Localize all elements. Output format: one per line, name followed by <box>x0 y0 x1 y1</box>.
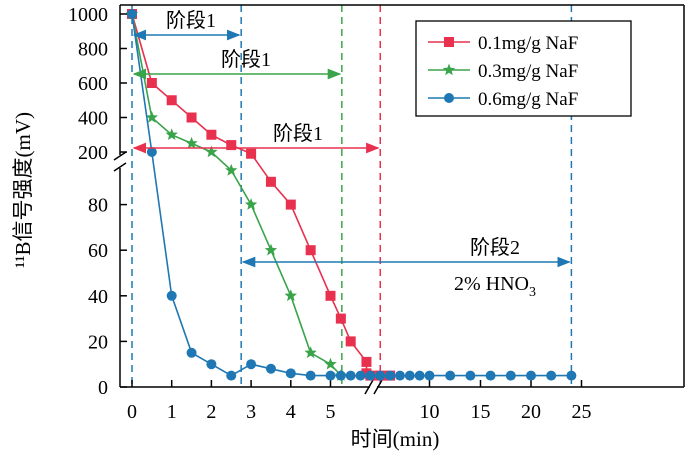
data-point <box>365 370 376 381</box>
y-tick-label: 800 <box>78 39 108 61</box>
x-tick-label: 10 <box>420 401 440 423</box>
data-point <box>526 370 536 381</box>
data-point <box>404 370 415 381</box>
data-point <box>264 243 278 256</box>
y-tick-label: 40 <box>88 286 108 308</box>
stage-label-bg <box>157 8 225 32</box>
data-point <box>465 370 476 381</box>
data-point <box>445 370 456 381</box>
data-point <box>394 370 405 381</box>
y-tick-label: 20 <box>88 331 108 353</box>
data-point <box>226 370 237 381</box>
data-point <box>375 370 386 381</box>
data-point <box>265 176 276 187</box>
x-tick-label: 25 <box>572 401 592 423</box>
x-tick-label: 1 <box>167 401 177 423</box>
y-break-mark-2 <box>113 162 127 172</box>
data-point <box>145 111 158 123</box>
y-tick-label: 600 <box>78 73 108 95</box>
data-point <box>442 63 456 76</box>
x-break-mark-1 <box>364 379 374 395</box>
data-point <box>325 370 336 381</box>
data-point <box>345 336 356 347</box>
legend-item-0: 0.1mg/g NaF <box>428 33 578 54</box>
y-tick-label: 0 <box>98 377 108 399</box>
y-tick-label: 80 <box>88 195 108 217</box>
legend-label: 0.3mg/g NaF <box>478 61 578 82</box>
data-point <box>335 313 346 324</box>
legend-item-1: 0.3mg/g NaF <box>428 61 578 82</box>
data-point <box>444 37 454 47</box>
data-point <box>206 129 217 140</box>
data-point <box>546 370 557 381</box>
data-point <box>165 128 178 140</box>
data-point <box>385 370 396 381</box>
data-point <box>246 359 257 370</box>
data-point <box>166 95 177 106</box>
series-2 <box>127 9 577 381</box>
stage-label: 阶段1 <box>166 9 216 32</box>
data-point <box>284 289 297 302</box>
data-point <box>345 370 356 381</box>
data-point <box>305 370 316 381</box>
data-point <box>485 370 496 381</box>
data-point <box>206 359 217 370</box>
axes-layer: 0 20 40 60 80 200 400 600 800 1000 0 1 2 3 4 5 10 15 20 25 时… <box>11 4 685 451</box>
x-tick-label: 3 <box>246 401 256 423</box>
legend-label: 0.1mg/g NaF <box>478 33 578 54</box>
data-point <box>285 368 296 379</box>
y-tick-label: 400 <box>78 108 108 130</box>
x-tick-label: 20 <box>521 401 541 423</box>
x-tick-label: 2 <box>206 401 216 423</box>
data-point <box>355 370 366 381</box>
data-point <box>304 346 317 359</box>
stage-label: 阶段2 <box>470 236 520 259</box>
stage-label: 阶段1 <box>273 122 323 145</box>
data-point <box>186 347 197 358</box>
data-point <box>186 112 197 123</box>
data-point <box>414 370 425 381</box>
legend-item-2: 0.6mg/g NaF <box>428 89 578 110</box>
data-point <box>185 136 198 149</box>
y-axis-title: ¹¹B信号强度(mV) <box>11 112 35 268</box>
data-point <box>505 370 516 381</box>
y-tick-label: 200 <box>78 142 108 164</box>
data-point <box>246 148 257 159</box>
x-tick-label: 15 <box>471 401 491 423</box>
data-point <box>225 163 238 176</box>
stage-sublabel: 2% HNO3 <box>454 273 536 300</box>
y-tick-label: 1000 <box>68 4 108 26</box>
series-layer <box>125 7 577 381</box>
data-point <box>566 370 577 381</box>
data-point <box>285 199 296 210</box>
x-tick-label: 4 <box>286 401 296 423</box>
data-point <box>244 198 258 210</box>
y-tick-label: 60 <box>88 240 108 262</box>
data-point <box>146 78 157 88</box>
data-point <box>335 370 346 381</box>
data-point <box>424 370 435 381</box>
stage-label: 阶段1 <box>221 48 271 71</box>
x-tick-label: 5 <box>326 401 336 423</box>
data-point <box>444 93 454 103</box>
data-point <box>265 363 276 374</box>
x-break-mark-2 <box>373 379 383 395</box>
data-point <box>325 290 336 301</box>
data-point <box>324 357 337 370</box>
x-tick-label: 0 <box>127 401 137 423</box>
legend-label: 0.6mg/g NaF <box>478 89 578 110</box>
data-point <box>361 356 372 367</box>
legend: 0.1mg/g NaF 0.3mg/g NaF 0.6mg/g NaF <box>415 20 632 117</box>
y-break-mark-1 <box>113 151 127 161</box>
x-axis-title: 时间(min) <box>351 427 440 451</box>
series-line <box>131 13 342 377</box>
data-point <box>166 290 177 301</box>
data-point <box>305 245 316 256</box>
data-point <box>127 9 137 19</box>
